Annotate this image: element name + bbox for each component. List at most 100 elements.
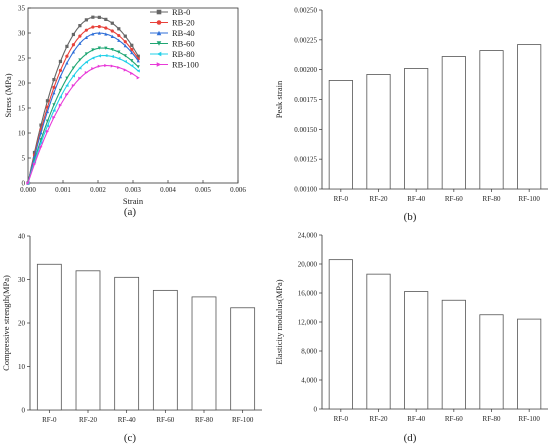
data-point <box>117 33 121 38</box>
data-point <box>45 119 50 123</box>
data-point <box>110 29 114 33</box>
x-tick-label: RF-80 <box>195 416 213 424</box>
data-point <box>39 131 43 135</box>
y-tick-label: 0.00100 <box>294 186 317 194</box>
y-tick-label: 40 <box>18 233 26 241</box>
y-tick-label: 0.00200 <box>294 66 317 74</box>
x-tick-label: RF-0 <box>334 195 349 203</box>
data-point <box>84 70 88 75</box>
data-point <box>91 56 95 60</box>
series-line-RB-60 <box>27 47 139 184</box>
data-point <box>104 26 108 30</box>
legend-marker <box>156 30 162 36</box>
x-tick-label: RF-0 <box>42 416 57 424</box>
legend-marker <box>156 20 162 25</box>
legend-marker <box>156 41 162 46</box>
data-point <box>71 32 75 37</box>
y-tick-label: 35 <box>18 5 26 13</box>
data-point <box>130 47 134 52</box>
panel-label: (b) <box>404 211 417 223</box>
data-point <box>65 61 69 65</box>
x-tick-label: 0.003 <box>125 186 141 194</box>
data-point <box>71 50 75 54</box>
x-tick-label: RF-40 <box>407 415 425 423</box>
y-axis-label: Stress (MPa) <box>3 73 13 117</box>
panel-label: (a) <box>124 206 137 218</box>
data-point <box>78 76 82 80</box>
data-point <box>136 76 140 80</box>
x-tick-label: 0.000 <box>20 186 36 194</box>
y-axis-label: Elasticity modulus(MPa) <box>274 279 284 364</box>
data-point <box>104 53 108 58</box>
data-point <box>104 32 108 36</box>
data-point <box>65 54 69 58</box>
bar-RF-100 <box>517 44 542 190</box>
data-point <box>97 15 101 19</box>
plot-frame <box>27 7 239 184</box>
y-tick-label: 15 <box>18 105 26 113</box>
data-point <box>123 34 127 38</box>
y-tick-label: 24,000 <box>298 232 318 240</box>
bar-RF-100 <box>230 307 256 411</box>
data-point <box>71 43 75 47</box>
x-axis-label: Strain <box>123 196 144 206</box>
bar-RF-40 <box>114 276 140 411</box>
legend-label: RB-100 <box>172 60 199 70</box>
data-point <box>78 66 82 70</box>
x-tick-label: RF-60 <box>156 416 174 424</box>
data-point <box>110 21 114 25</box>
data-point <box>26 181 30 185</box>
bar-RF-80 <box>479 50 504 190</box>
y-tick-label: 0.00250 <box>294 7 317 15</box>
y-tick-label: 8,000 <box>301 348 317 356</box>
data-point <box>39 145 43 149</box>
panel-label: (d) <box>404 432 417 444</box>
legend-marker <box>156 62 162 67</box>
data-point <box>91 48 95 52</box>
y-tick-label: 12,000 <box>298 319 318 327</box>
data-point <box>117 27 121 31</box>
x-tick-label: RF-0 <box>334 415 349 423</box>
data-point <box>52 77 56 82</box>
data-point <box>52 115 56 120</box>
data-point <box>84 52 88 56</box>
y-tick-label: 0.00125 <box>294 156 317 164</box>
data-point <box>123 68 127 72</box>
data-point <box>52 108 56 113</box>
legend-label: RB-60 <box>172 39 195 49</box>
y-tick-label: 4,000 <box>301 377 317 385</box>
data-point <box>84 35 88 39</box>
x-tick-label: RF-80 <box>483 415 501 423</box>
y-tick-label: 25 <box>18 55 26 63</box>
data-point <box>104 46 108 50</box>
data-point <box>117 65 121 70</box>
data-point <box>104 63 108 68</box>
panel-c-compressive-strength: 0 10 20 30 40 RF-0 RF-20 RF-40 RF-60 RF-80 RF-100 C… <box>1 233 262 444</box>
y-tick-label: 16,000 <box>298 290 318 298</box>
panel-b-peak-strain: 0.00100 0.00125 0.00150 0.00175 0.00200 0.002… <box>274 7 548 223</box>
bar-RF-20 <box>366 273 391 410</box>
data-point <box>58 88 63 93</box>
legend-label: RB-20 <box>172 18 195 28</box>
x-tick-label: RF-80 <box>483 195 501 203</box>
data-point <box>58 95 63 99</box>
data-point <box>130 43 134 47</box>
data-point <box>39 138 43 142</box>
data-point <box>58 103 63 107</box>
data-point <box>97 64 101 68</box>
y-tick-label: 30 <box>18 30 26 38</box>
x-tick-label: RF-20 <box>370 415 388 423</box>
legend-marker <box>156 51 162 57</box>
data-point <box>110 47 114 52</box>
y-tick-label: 5 <box>22 155 26 163</box>
legend-label: RB-80 <box>172 49 195 59</box>
legend-marker <box>156 9 162 15</box>
data-point <box>136 59 140 63</box>
panel-label: (c) <box>124 432 137 444</box>
data-point <box>123 54 127 58</box>
y-tick-label: 20 <box>18 80 26 88</box>
y-tick-label: 0.00225 <box>294 36 317 44</box>
data-point <box>136 65 140 69</box>
data-point <box>110 34 114 39</box>
